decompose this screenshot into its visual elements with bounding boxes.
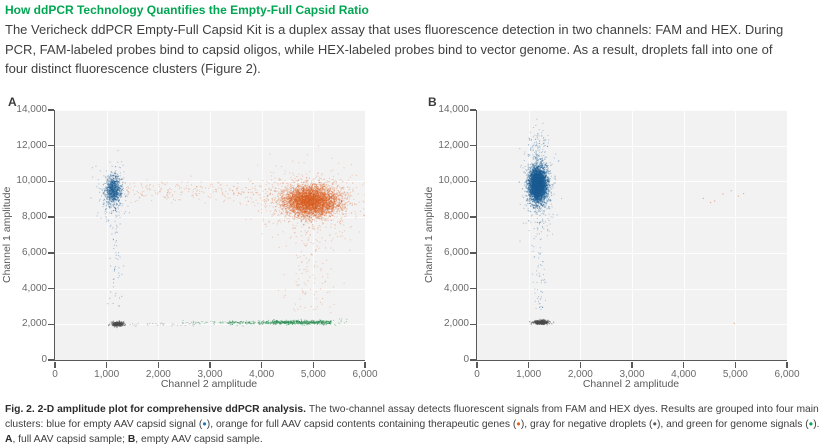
x-tick-mark — [786, 361, 788, 368]
x-tick-label: 3,000 — [619, 369, 645, 380]
y-tick-mark — [469, 180, 476, 183]
green-cluster-dot-icon: ● — [808, 419, 814, 429]
y-tick-mark — [47, 252, 54, 254]
y-tick-mark — [47, 359, 54, 361]
x-tick-mark — [105, 361, 108, 368]
x-tick-mark — [734, 361, 737, 368]
caption-bold-text: B — [127, 433, 136, 445]
plot-panel-b: B Channel 1 amplitude 0 2,000 4,000 6,000 8,… — [416, 95, 832, 395]
x-tick-label: 6,000 — [352, 369, 378, 380]
x-tick-mark — [312, 361, 315, 368]
section-heading: How ddPCR Technology Quantifies the Empt… — [5, 3, 369, 17]
y-tick-label: 8,000 — [443, 211, 469, 223]
x-tick-label: 1,000 — [516, 369, 542, 380]
scatter-canvas-a — [55, 110, 365, 360]
x-tick-label: 0 — [52, 369, 58, 380]
x-tick-label: 1,000 — [94, 369, 120, 380]
x-tick-mark — [364, 361, 366, 368]
x-tick-mark — [527, 361, 530, 368]
x-tick-mark — [260, 361, 263, 368]
y-tick-mark — [47, 216, 54, 218]
y-tick-label: 0 — [463, 354, 469, 365]
x-tick-mark — [682, 361, 685, 368]
y-tick-label: 10,000 — [438, 175, 469, 187]
caption-text: ), gray for negative droplets ( — [520, 419, 653, 431]
figure-caption: Fig. 2. 2-D amplitude plot for comprehen… — [5, 403, 829, 447]
caption-bold-text: Fig. 2. 2-D amplitude plot for comprehen… — [5, 404, 309, 415]
x-tick-mark — [476, 361, 478, 368]
plot-area-b: 0 2,000 4,000 6,000 8,000 10,000 12,000 14,000 0… — [438, 104, 799, 380]
caption-bold-text: A — [5, 433, 13, 445]
x-tick-label: 4,000 — [671, 369, 697, 380]
y-tick-label: 14,000 — [438, 104, 469, 115]
y-tick-label: 4,000 — [21, 282, 47, 294]
figure-2: A Channel 1 amplitude 0 2,000 4,000 6,000 8,… — [0, 95, 832, 395]
y-tick-mark — [469, 287, 476, 290]
x-tick-mark — [631, 361, 633, 368]
orange-cluster-dot-icon: ● — [516, 419, 521, 429]
y-tick-label: 0 — [41, 354, 47, 365]
y-tick-label: 6,000 — [443, 246, 469, 258]
y-tick-mark — [47, 109, 54, 111]
panel-b-label: B — [428, 95, 437, 109]
gray-cluster-dot-icon: ● — [652, 419, 657, 429]
x-tick-label: 4,000 — [249, 369, 275, 380]
caption-text: ), and green for genome signals ( — [656, 419, 809, 431]
x-tick-label: 3,000 — [197, 369, 223, 380]
y-tick-mark — [469, 144, 476, 147]
x-tick-label: 5,000 — [722, 369, 748, 380]
x-tick-label: 5,000 — [300, 369, 326, 380]
body-paragraph: The Vericheck ddPCR Empty-Full Capsid Ki… — [5, 22, 784, 77]
plot-panel-a: A Channel 1 amplitude 0 2,000 4,000 6,000 8,… — [0, 95, 416, 395]
x-tick-label: 6,000 — [774, 369, 800, 380]
y-tick-label: 8,000 — [21, 211, 47, 223]
y-tick-label: 2,000 — [443, 318, 469, 330]
x-tick-mark — [157, 361, 160, 368]
x-axis-title-a: Channel 2 amplitude — [160, 378, 258, 390]
caption-text: , full AAV capsid sample; — [12, 433, 128, 445]
blue-cluster-dot-icon: ● — [202, 419, 207, 429]
x-tick-mark — [209, 361, 211, 368]
y-tick-mark — [469, 359, 476, 361]
y-tick-mark — [469, 252, 476, 254]
x-axis-title-b: Channel 2 amplitude — [582, 378, 680, 390]
panel-a-label: A — [8, 95, 17, 109]
x-tick-mark — [54, 361, 56, 368]
y-tick-mark — [469, 323, 476, 326]
y-tick-mark — [469, 216, 476, 218]
x-tick-label: 0 — [474, 369, 480, 380]
y-tick-label: 12,000 — [438, 139, 469, 151]
y-tick-mark — [47, 323, 54, 326]
x-tick-label: 2,000 — [145, 369, 171, 380]
caption-text: ), orange for full AAV capsid contents c… — [206, 419, 517, 431]
y-tick-mark — [47, 180, 54, 183]
y-tick-mark — [47, 287, 54, 290]
y-tick-mark — [469, 109, 476, 111]
caption-text: The two-channel assay detects fluorescen… — [5, 404, 819, 431]
y-tick-label: 2,000 — [21, 318, 47, 330]
x-tick-label: 2,000 — [567, 369, 593, 380]
y-tick-mark — [47, 144, 54, 147]
caption-text: ). — [813, 419, 820, 431]
y-tick-label: 14,000 — [16, 104, 47, 115]
y-tick-label: 4,000 — [443, 282, 469, 294]
scatter-canvas-b — [477, 110, 787, 360]
plot-area-a: 0 2,000 4,000 6,000 8,000 10,000 12,000 14,000 0… — [16, 104, 377, 380]
y-tick-label: 10,000 — [16, 175, 47, 187]
x-tick-mark — [579, 361, 582, 368]
caption-text: , empty AAV capsid sample. — [135, 433, 263, 445]
y-tick-label: 6,000 — [21, 246, 47, 258]
y-tick-label: 12,000 — [16, 139, 47, 151]
